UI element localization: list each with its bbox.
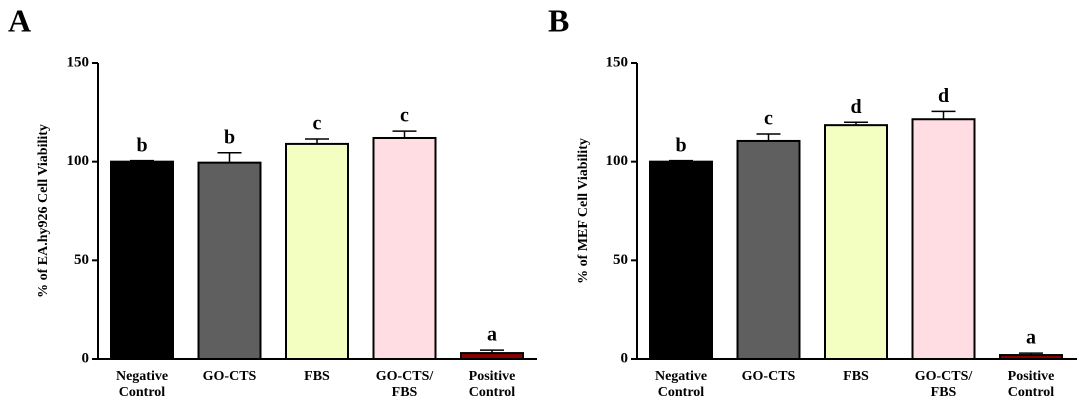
y-tick-label: 150 — [606, 54, 629, 70]
bar — [110, 160, 174, 360]
y-tick-label: 100 — [67, 153, 90, 169]
bar — [197, 161, 262, 360]
x-tick-label: GO-CTS/FBS — [376, 369, 435, 400]
bar — [649, 160, 713, 360]
x-tick-label: Positive Control — [1008, 369, 1055, 400]
annotation: c — [764, 108, 773, 130]
bar — [285, 142, 349, 360]
annotation: d — [850, 96, 861, 118]
annotation: b — [136, 134, 147, 156]
bar — [999, 354, 1063, 361]
y-tick-label: 150 — [67, 54, 90, 70]
bar — [736, 139, 801, 360]
annotation: d — [938, 85, 949, 107]
y-tick-label: 100 — [606, 153, 629, 169]
x-tick-label: FBS — [843, 369, 869, 384]
x-tick-label: GO-CTS/FBS — [915, 369, 974, 400]
x-tick-label: Positive Control — [469, 369, 516, 400]
panel: B % of MEF Cell Viability 0 50 100 150 b Negati… — [548, 2, 1077, 400]
y-tick-label: 0 — [621, 350, 629, 366]
x-tick-label: Negative Control — [655, 369, 707, 400]
x-tick-label: GO-CTS — [742, 369, 796, 384]
x-tick-label: FBS — [304, 369, 330, 384]
annotation: c — [313, 113, 322, 135]
bar — [460, 352, 524, 360]
annotation: c — [400, 105, 409, 127]
annotation: b — [224, 126, 235, 148]
y-axis-label: % of EA.hy926 Cell Viability — [36, 124, 51, 298]
panel-label: A — [8, 2, 31, 38]
annotation: b — [675, 134, 686, 156]
y-tick-label: 50 — [74, 252, 89, 268]
y-tick-label: 50 — [613, 252, 628, 268]
annotation: a — [1026, 327, 1036, 349]
y-tick-label: 0 — [82, 350, 90, 366]
bar — [911, 118, 976, 360]
x-tick-label: Negative Control — [116, 369, 168, 400]
x-tick-label: GO-CTS — [203, 369, 257, 384]
y-axis-label: % of MEF Cell Viability — [576, 138, 591, 284]
bar — [372, 136, 437, 360]
annotation: a — [487, 324, 497, 346]
panel: A % of EA.hy926 Cell Viability 0 50 100 150 b N… — [8, 2, 537, 400]
bar — [824, 124, 888, 360]
panel-label: B — [548, 2, 569, 38]
